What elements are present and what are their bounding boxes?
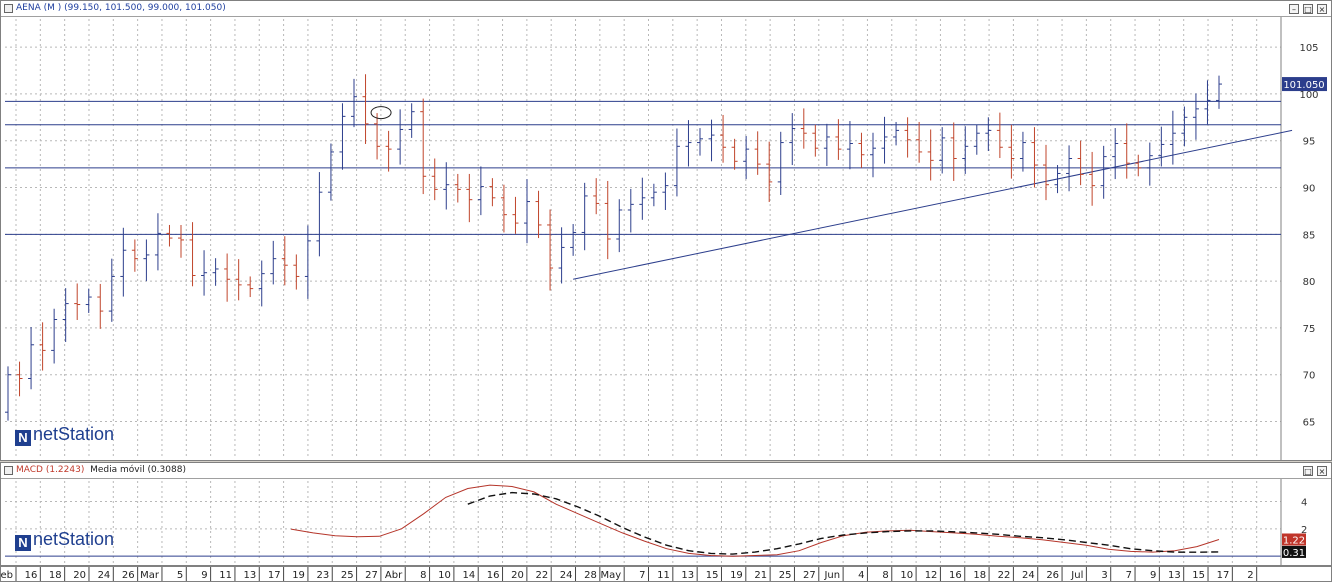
date-axis-label: 8 xyxy=(882,570,888,581)
date-axis-label: 18 xyxy=(973,570,986,581)
price-chart[interactable]: 65 70 75 80 85 90 95 100 105 101.050 xyxy=(1,17,1331,461)
macd-close-icon[interactable]: × xyxy=(1317,466,1327,476)
date-axis-label: 21 xyxy=(754,570,767,581)
date-axis-label: 14 xyxy=(462,570,475,581)
date-axis-label: 22 xyxy=(535,570,548,581)
date-axis-label: 10 xyxy=(438,570,451,581)
date-axis-label: 16 xyxy=(949,570,962,581)
ma-title: Media móvil (0.3088) xyxy=(90,465,186,475)
date-axis-label: 19 xyxy=(292,570,305,581)
date-axis-label: 7 xyxy=(1126,570,1132,581)
price-y-tick-label: 80 xyxy=(1303,277,1316,288)
price-title-values: (99.150, 101.500, 99.000, 101.050) xyxy=(64,3,226,13)
date-axis-label: 13 xyxy=(681,570,694,581)
price-y-tick-label: 70 xyxy=(1303,371,1316,382)
macd-maximize-icon[interactable]: □ xyxy=(1303,466,1313,476)
date-axis-label: 9 xyxy=(1150,570,1156,581)
date-axis-label: 5 xyxy=(177,570,183,581)
date-axis-label: 8 xyxy=(420,570,426,581)
date-axis-label: 16 xyxy=(25,570,38,581)
date-axis-label: May xyxy=(600,570,621,581)
minimize-icon[interactable]: – xyxy=(1289,4,1299,14)
date-axis-label: 2 xyxy=(1247,570,1253,581)
date-axis-label: 12 xyxy=(925,570,938,581)
date-axis-label: 25 xyxy=(341,570,354,581)
date-axis-label: 13 xyxy=(244,570,257,581)
date-axis-label: 18 xyxy=(49,570,62,581)
price-y-tick-label: 100 xyxy=(1299,90,1318,101)
date-axis-label: 25 xyxy=(779,570,792,581)
date-axis-label: 22 xyxy=(998,570,1011,581)
price-y-tick-label: 95 xyxy=(1303,137,1316,148)
price-y-tick-label: 105 xyxy=(1299,43,1318,54)
trendline xyxy=(573,129,1293,280)
date-axis-label: Feb xyxy=(1,570,13,581)
last-ma-badge xyxy=(1282,545,1306,558)
date-axis-label: 7 xyxy=(639,570,645,581)
date-axis-label: 27 xyxy=(365,570,378,581)
date-axis-label: 19 xyxy=(730,570,743,581)
date-axis-label: 26 xyxy=(122,570,135,581)
date-axis-label: 4 xyxy=(858,570,864,581)
date-axis-label: 17 xyxy=(1217,570,1230,581)
last-macd-badge xyxy=(1282,533,1306,546)
date-axis-label: 20 xyxy=(511,570,524,581)
maximize-icon[interactable]: □ xyxy=(1303,4,1313,14)
price-y-tick-label: 75 xyxy=(1303,324,1316,335)
date-axis-label: 15 xyxy=(1192,570,1205,581)
date-axis-label: 28 xyxy=(584,570,597,581)
macd-y-tick-label: 4 xyxy=(1301,498,1307,509)
price-title-name: AENA (M ) xyxy=(16,3,62,13)
date-axis-label: Abr xyxy=(385,570,403,581)
netstation-logo-icon: N xyxy=(15,535,31,551)
date-axis-label: 24 xyxy=(1022,570,1035,581)
last-ma-label: 0.31 xyxy=(1283,548,1305,559)
date-axis-label: 11 xyxy=(657,570,670,581)
date-axis-label: Mar xyxy=(140,570,160,581)
date-axis-label: 17 xyxy=(268,570,281,581)
netstation-logo-text: netStation xyxy=(33,424,115,444)
date-axis-svg: Feb1618202426Mar5911131719232527Abr81014… xyxy=(1,567,1258,581)
price-y-tick-label: 90 xyxy=(1303,184,1316,195)
macd-chart[interactable]: 2 4 1.22 0.31 xyxy=(1,479,1331,565)
last-price-label: 101.050 xyxy=(1283,80,1324,91)
indicator-window-icon xyxy=(4,466,13,475)
date-axis-label: 11 xyxy=(219,570,232,581)
date-axis-label: Jul xyxy=(1070,570,1083,581)
date-axis-label: 27 xyxy=(803,570,816,581)
date-axis-label: 10 xyxy=(900,570,913,581)
chart-window-icon xyxy=(4,4,13,13)
date-axis-label: 20 xyxy=(73,570,86,581)
macd-chart-pane: MACD (1.2243) Media móvil (0.3088) □ × 2 4… xyxy=(0,462,1332,566)
price-y-tick-label: 65 xyxy=(1303,418,1316,429)
macd-title: MACD (1.2243) xyxy=(16,465,85,475)
macd-pane-header: MACD (1.2243) Media móvil (0.3088) □ × xyxy=(1,463,1331,479)
netstation-logo-icon: N xyxy=(15,430,31,446)
date-axis-label: 23 xyxy=(317,570,330,581)
ellipse-annotation xyxy=(370,106,392,120)
date-axis-label: 3 xyxy=(1101,570,1107,581)
macd-y-tick-label: 2 xyxy=(1301,525,1307,536)
last-price-badge xyxy=(1282,77,1327,92)
date-axis: Feb1618202426Mar5911131719232527Abr81014… xyxy=(0,566,1332,582)
price-pane-header: AENA (M ) (99.150, 101.500, 99.000, 101.… xyxy=(1,1,1331,17)
netstation-logo-text: netStation xyxy=(33,529,115,549)
date-axis-label: 24 xyxy=(560,570,573,581)
macd-signal-line xyxy=(467,491,1220,555)
date-axis-label: 26 xyxy=(1046,570,1059,581)
date-axis-label: 16 xyxy=(487,570,500,581)
date-axis-label: 15 xyxy=(706,570,719,581)
last-macd-label: 1.22 xyxy=(1283,535,1305,546)
price-chart-pane: AENA (M ) (99.150, 101.500, 99.000, 101.… xyxy=(0,0,1332,461)
date-axis-label: Jun xyxy=(823,570,840,581)
macd-line xyxy=(290,484,1220,557)
close-icon[interactable]: × xyxy=(1317,4,1327,14)
date-axis-label: 13 xyxy=(1168,570,1181,581)
date-axis-label: 9 xyxy=(201,570,207,581)
date-axis-label: 24 xyxy=(98,570,111,581)
price-y-tick-label: 85 xyxy=(1303,230,1316,241)
